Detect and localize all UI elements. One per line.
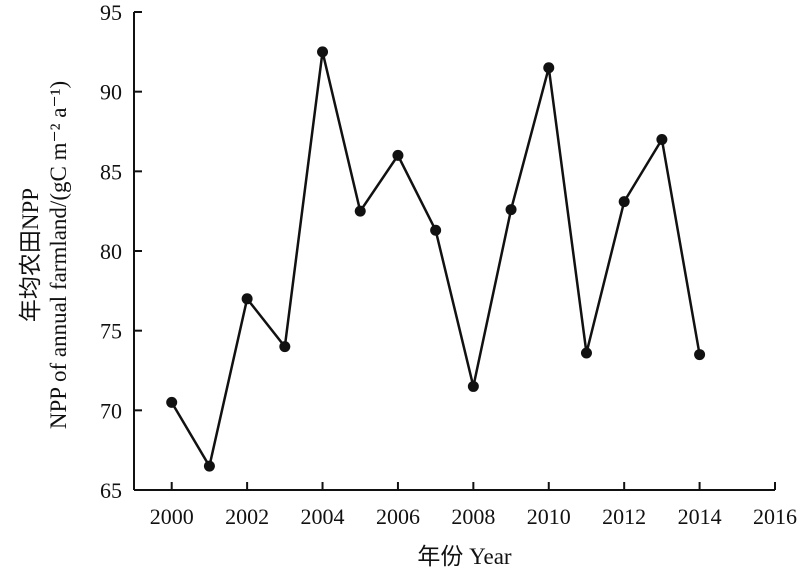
data-point — [279, 341, 291, 353]
y-tick-label: 90 — [100, 80, 122, 105]
x-axis-title: 年份 Year — [417, 544, 511, 569]
data-point — [656, 133, 668, 145]
x-tick-label: 2016 — [753, 504, 797, 529]
data-point — [694, 349, 706, 361]
y-tick-label: 75 — [100, 319, 122, 344]
data-point — [241, 293, 253, 305]
data-point — [505, 204, 517, 216]
y-tick-label: 65 — [100, 478, 122, 503]
y-tick-label: 80 — [100, 239, 122, 264]
y-tick-label: 85 — [100, 159, 122, 184]
y-ticks: 65 70 75 80 85 90 95 — [100, 0, 142, 503]
data-point — [392, 149, 404, 161]
x-tick-label: 2012 — [602, 504, 646, 529]
x-tick-label: 2008 — [451, 504, 495, 529]
y-axis-title-line2: NPP of annual farmland/(gC m⁻² a⁻¹) — [46, 81, 71, 429]
data-point — [166, 396, 178, 408]
data-point — [618, 196, 630, 208]
x-tick-label: 2010 — [527, 504, 571, 529]
series-group — [166, 46, 706, 472]
x-tick-label: 2000 — [150, 504, 194, 529]
x-tick-label: 2004 — [301, 504, 345, 529]
series-line — [170, 51, 701, 470]
data-point — [580, 347, 592, 359]
x-tick-label: 2002 — [225, 504, 269, 529]
data-point — [317, 46, 329, 58]
data-point — [467, 380, 479, 392]
y-axis-title-line1: 年均农田NPP — [18, 188, 43, 322]
axes — [133, 12, 775, 491]
data-point — [203, 460, 215, 472]
x-tick-label: 2014 — [678, 504, 722, 529]
data-point — [430, 224, 442, 236]
y-tick-label: 70 — [100, 398, 122, 423]
data-point — [354, 205, 366, 217]
y-tick-label: 95 — [100, 0, 122, 25]
x-tick-label: 2006 — [376, 504, 420, 529]
data-point — [543, 62, 555, 74]
x-ticks: 2000 2002 2004 2006 2008 2010 2012 2014 2016 — [150, 482, 797, 529]
